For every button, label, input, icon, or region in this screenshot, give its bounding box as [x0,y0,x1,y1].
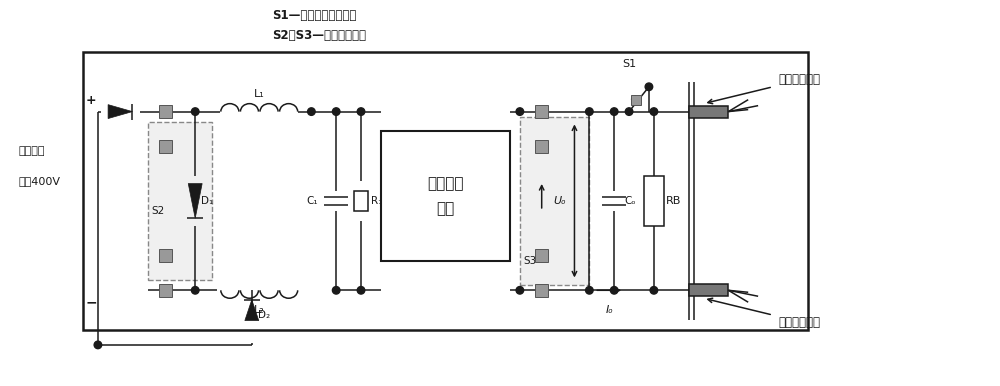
Text: +: + [86,94,96,107]
Text: R₁: R₁ [371,196,382,206]
Circle shape [357,108,365,115]
Text: S1—机械弹簧继电开关: S1—机械弹簧继电开关 [272,9,356,22]
Bar [148,122,212,280]
Polygon shape [188,184,202,218]
Circle shape [625,108,633,115]
Circle shape [586,286,593,294]
Text: Uₒ: Uₒ [554,196,567,206]
Text: S3: S3 [524,256,537,266]
Bar [159,284,172,297]
Circle shape [610,286,618,294]
Bar [631,95,641,105]
Circle shape [516,286,524,294]
Text: 负极电流导体: 负极电流导体 [778,73,820,86]
Bar [159,105,172,118]
Text: 谐振变换
电路: 谐振变换 电路 [427,176,464,216]
Text: Cₒ: Cₒ [624,196,636,206]
Circle shape [516,108,524,115]
Circle shape [94,341,102,349]
Circle shape [332,108,340,115]
Text: Iₒ: Iₒ [605,305,613,315]
Text: S2，S3—双刀双揰开关: S2，S3—双刀双揰开关 [272,29,366,42]
Text: S2: S2 [152,206,165,216]
Bar [381,132,510,261]
Bar [159,249,172,262]
Text: −: − [85,295,97,309]
Text: D₂: D₂ [258,310,270,320]
Bar [535,140,548,153]
Circle shape [191,108,199,115]
Circle shape [357,286,365,294]
Circle shape [610,108,618,115]
Bar [689,106,728,118]
Polygon shape [108,105,132,119]
Text: S1: S1 [622,59,636,69]
Circle shape [191,286,199,294]
Circle shape [650,108,658,115]
Circle shape [586,108,593,115]
Bar [83,52,808,330]
Bar [520,117,589,285]
Text: L₂: L₂ [254,305,265,315]
Bar [535,105,548,118]
Bar [159,140,172,153]
Text: 家用直流: 家用直流 [18,146,45,156]
Circle shape [650,286,658,294]
Polygon shape [245,300,259,321]
Text: 电源400V: 电源400V [18,176,60,186]
Text: RB: RB [666,196,681,206]
Text: C₁: C₁ [307,196,318,206]
Text: 正极电流导体: 正极电流导体 [778,316,820,328]
Text: L₁: L₁ [254,89,265,99]
Circle shape [332,286,340,294]
Bar [354,191,368,211]
Text: D₁: D₁ [201,196,213,206]
Bar [535,284,548,297]
Bar [689,284,728,296]
Bar [644,176,664,226]
Circle shape [645,83,653,91]
Bar [535,249,548,262]
Circle shape [308,108,315,115]
